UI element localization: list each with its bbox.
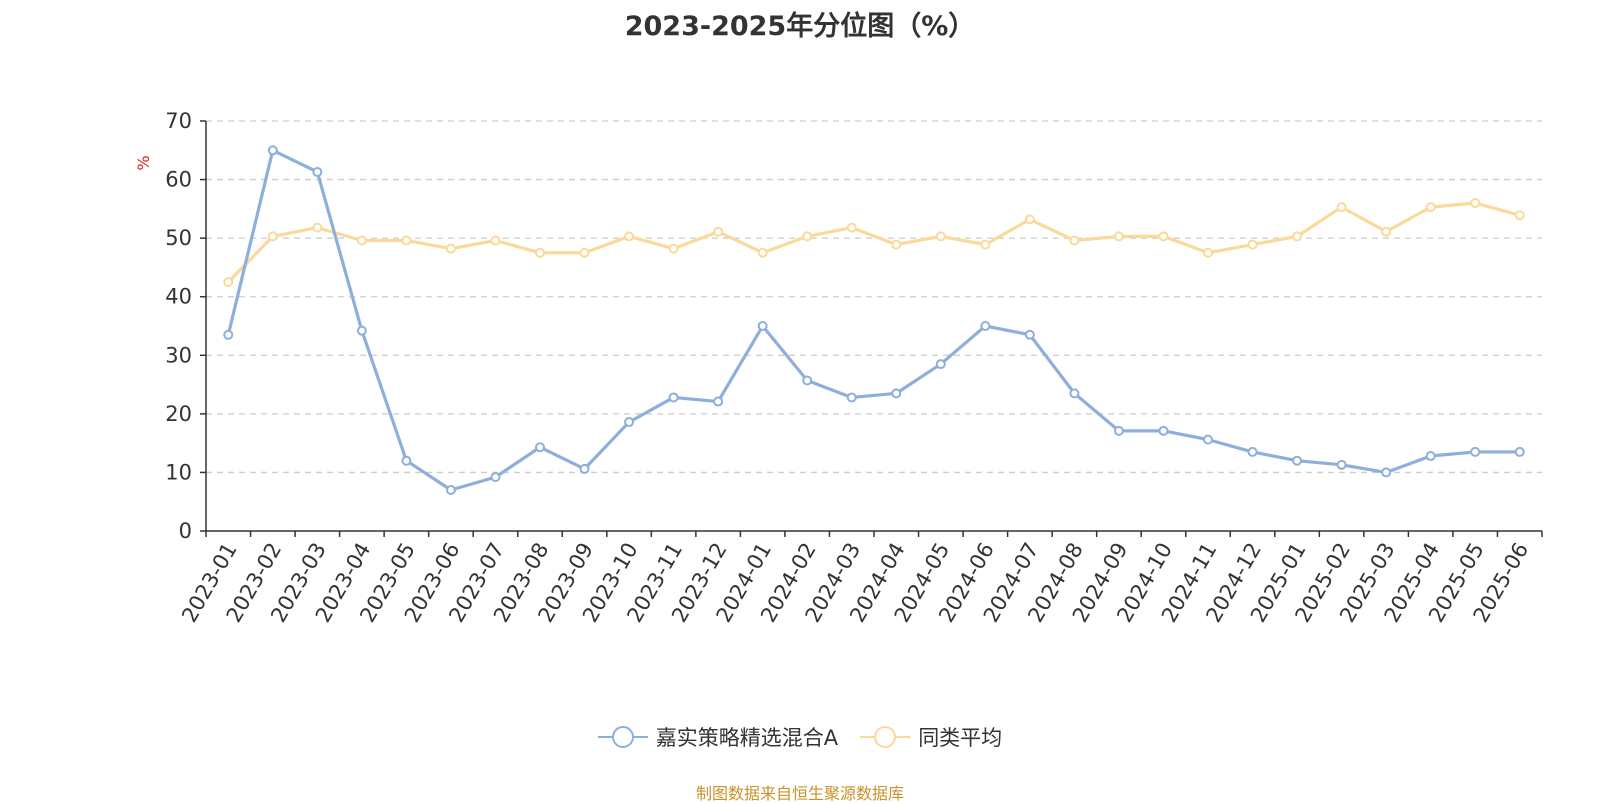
data-point: [1514, 210, 1525, 221]
data-point: [1292, 455, 1303, 466]
data-point: [1203, 247, 1213, 258]
data-point: [1425, 451, 1436, 462]
y-axis-label: %: [134, 155, 153, 170]
data-point: [312, 222, 323, 233]
data-point: [624, 231, 635, 242]
data-point: [1381, 226, 1392, 237]
series-line: [226, 201, 1522, 284]
data-point: [757, 321, 768, 331]
data-point: [891, 388, 902, 399]
chart-title: 2023-2025年分位图（%）: [624, 11, 976, 42]
data-point: [401, 235, 412, 246]
y-tick-label: 30: [165, 343, 192, 367]
data-point: [312, 166, 323, 177]
y-tick-label: 70: [165, 109, 192, 133]
data-point: [579, 463, 590, 474]
data-point: [1470, 198, 1481, 208]
legend-item-average[interactable]: 同类平均: [860, 722, 1002, 752]
data-point: [980, 321, 991, 331]
data-point: [935, 359, 946, 370]
legend-label-average: 同类平均: [918, 726, 1003, 750]
axis-layer: 010203040506070%2023-012023-022023-03202…: [134, 109, 1543, 626]
data-point: [535, 247, 545, 258]
legend-item-fund[interactable]: 嘉实策略精选混合A: [597, 722, 839, 752]
y-tick-label: 60: [165, 168, 192, 192]
series-layer: [223, 145, 1525, 495]
data-point: [713, 226, 724, 237]
data-point: [490, 472, 501, 483]
data-point: [668, 392, 679, 403]
data-point: [935, 231, 946, 242]
data-point: [846, 392, 857, 403]
data-point: [579, 247, 590, 258]
legend: 嘉实策略精选混合A 同类平均: [0, 722, 1600, 752]
y-tick-label: 20: [165, 402, 192, 426]
data-point: [401, 455, 412, 466]
data-point: [1425, 202, 1436, 213]
source-note: 制图数据来自恒生聚源数据库: [695, 784, 904, 803]
data-point: [624, 417, 635, 428]
data-point: [490, 235, 501, 246]
data-point: [1247, 446, 1258, 457]
data-point: [980, 239, 991, 250]
data-point: [267, 231, 278, 242]
data-point: [1336, 459, 1347, 470]
y-tick-label: 50: [165, 226, 192, 250]
data-point: [1069, 235, 1080, 246]
data-point: [223, 277, 234, 288]
data-point: [802, 375, 813, 386]
data-point: [267, 145, 278, 156]
grid-layer: [206, 120, 1542, 474]
legend-label-fund: 嘉实策略精选混合A: [655, 726, 839, 750]
data-point: [223, 329, 234, 340]
data-point: [1336, 202, 1347, 213]
legend-line-circle-icon: [597, 726, 648, 748]
data-point: [1292, 231, 1303, 242]
data-point: [1024, 214, 1035, 225]
data-point: [445, 485, 456, 495]
data-point: [1158, 425, 1169, 436]
data-point: [802, 231, 813, 242]
data-point: [1514, 446, 1525, 457]
y-tick-label: 40: [165, 285, 192, 309]
data-point: [1069, 388, 1080, 399]
data-point: [1247, 239, 1258, 250]
data-point: [846, 222, 857, 233]
data-point: [1381, 467, 1392, 478]
data-point: [1024, 329, 1035, 340]
data-point: [356, 325, 367, 336]
data-point: [1203, 434, 1213, 445]
data-point: [445, 243, 456, 254]
series-line: [226, 148, 1522, 492]
data-point: [757, 247, 768, 258]
legend-line-circle-icon: [860, 726, 911, 748]
data-point: [535, 442, 545, 453]
data-point: [1470, 446, 1481, 457]
data-point: [891, 239, 902, 250]
data-point: [668, 243, 679, 254]
data-point: [713, 396, 724, 407]
data-point: [356, 235, 367, 246]
data-point: [1113, 425, 1124, 436]
y-tick-label: 10: [165, 460, 192, 484]
y-tick-label: 0: [179, 519, 192, 543]
data-point: [1158, 231, 1169, 242]
data-point: [1113, 231, 1124, 242]
